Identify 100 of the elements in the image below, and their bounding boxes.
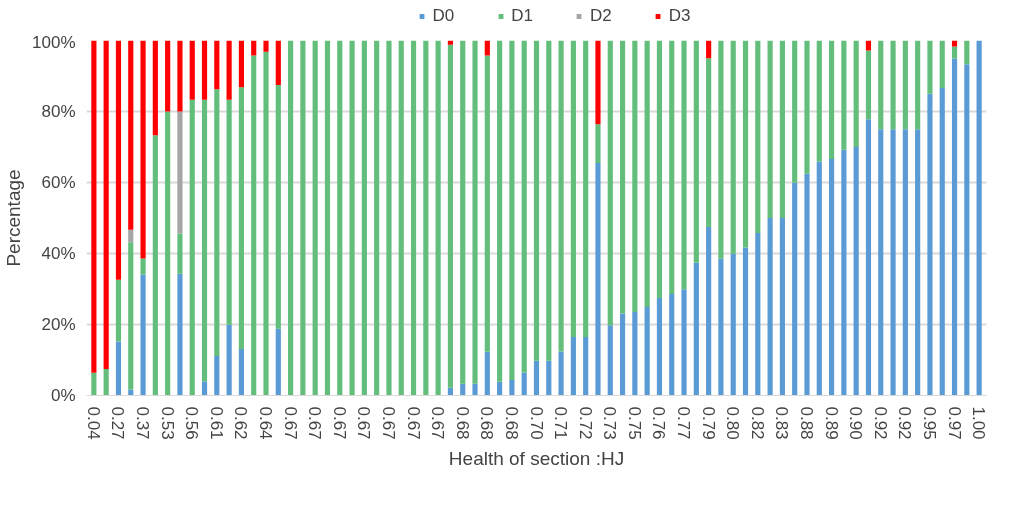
bar (128, 229, 134, 243)
bar (115, 40, 122, 280)
bar (484, 351, 490, 396)
bar (681, 40, 687, 290)
bar (214, 40, 220, 90)
bar (706, 40, 712, 59)
bar (902, 40, 908, 130)
bar (951, 58, 958, 396)
x-tick-label: 0.67 (280, 406, 300, 440)
bar (238, 87, 244, 349)
bar (546, 360, 552, 396)
bar (165, 40, 171, 112)
x-tick-label: 0.83 (772, 406, 792, 440)
bar (472, 383, 478, 396)
x-tick-label: 0.68 (452, 406, 472, 440)
x-tick-label: 0.67 (403, 406, 423, 440)
bar (976, 40, 982, 396)
bar (632, 40, 638, 313)
bar (607, 40, 613, 326)
bar (226, 40, 232, 100)
bar (951, 40, 958, 47)
bar (927, 93, 933, 396)
x-tick-label: 0.62 (231, 406, 251, 440)
x-tick-label: 0.75 (624, 406, 644, 440)
bar (484, 55, 490, 352)
bar (91, 372, 97, 396)
bar (251, 55, 257, 396)
bar (890, 40, 896, 130)
bar (521, 372, 527, 396)
bar (755, 232, 761, 396)
x-tick-label: 0.67 (329, 406, 349, 440)
bar (288, 40, 294, 396)
bar (829, 40, 835, 160)
bar (619, 313, 626, 396)
y-tick-label: 100% (32, 32, 76, 52)
x-tick-label: 0.95 (919, 406, 939, 440)
bar (447, 44, 454, 388)
bar (570, 336, 576, 396)
bar (140, 40, 146, 259)
bar (841, 149, 847, 396)
bar (915, 40, 921, 130)
bar (263, 51, 269, 396)
y-tick-label: 60% (41, 173, 76, 192)
bar (779, 40, 785, 218)
bar (779, 218, 785, 396)
x-tick-label: 0.92 (870, 406, 890, 440)
bar (91, 40, 97, 373)
bar (238, 348, 244, 396)
bar (865, 119, 872, 396)
x-tick-label: 0.67 (428, 406, 448, 440)
bar (447, 40, 454, 45)
bar (349, 40, 355, 396)
bar (939, 40, 945, 89)
bar (435, 40, 441, 396)
bar (890, 129, 896, 396)
x-tick-label: 0.82 (747, 406, 767, 440)
bar (546, 40, 552, 361)
bar (730, 40, 736, 254)
bar (324, 40, 331, 396)
x-tick-label: 0.79 (698, 406, 718, 440)
x-tick-label: 0.37 (133, 406, 153, 440)
x-tick-label: 0.73 (600, 406, 620, 440)
bar (226, 99, 232, 325)
bar (312, 40, 318, 396)
bar (238, 40, 244, 88)
bar (853, 147, 859, 396)
bar (263, 40, 269, 52)
bar (214, 356, 220, 396)
bar (152, 135, 158, 396)
bar (706, 226, 712, 396)
x-tick-label: 0.70 (526, 406, 546, 440)
bar (497, 40, 503, 382)
bar (115, 279, 122, 342)
x-tick-label: 1.00 (969, 406, 989, 440)
y-axis-title: Percentage (3, 169, 25, 267)
bar (533, 40, 540, 361)
bar (177, 40, 183, 112)
bar (103, 368, 109, 396)
bar (410, 40, 417, 396)
bar (964, 40, 970, 65)
x-tick-label: 0.27 (108, 406, 128, 440)
legend-label: D2 (590, 6, 612, 26)
bar (915, 129, 921, 396)
y-tick-label: 20% (41, 315, 76, 334)
bar (140, 274, 146, 396)
bar (214, 89, 220, 357)
bar (792, 40, 798, 183)
bar (152, 40, 158, 136)
bar (189, 99, 195, 396)
y-tick-label: 0% (50, 386, 76, 405)
bar (656, 40, 663, 298)
bar (669, 293, 675, 396)
y-tick-label: 80% (41, 102, 76, 121)
bar (755, 40, 761, 233)
bar (177, 111, 183, 234)
bar (337, 40, 343, 396)
x-tick-label: 0.64 (256, 406, 276, 440)
bar (619, 40, 626, 314)
x-tick-label: 0.68 (501, 406, 521, 440)
x-tick-label: 0.92 (895, 406, 915, 440)
